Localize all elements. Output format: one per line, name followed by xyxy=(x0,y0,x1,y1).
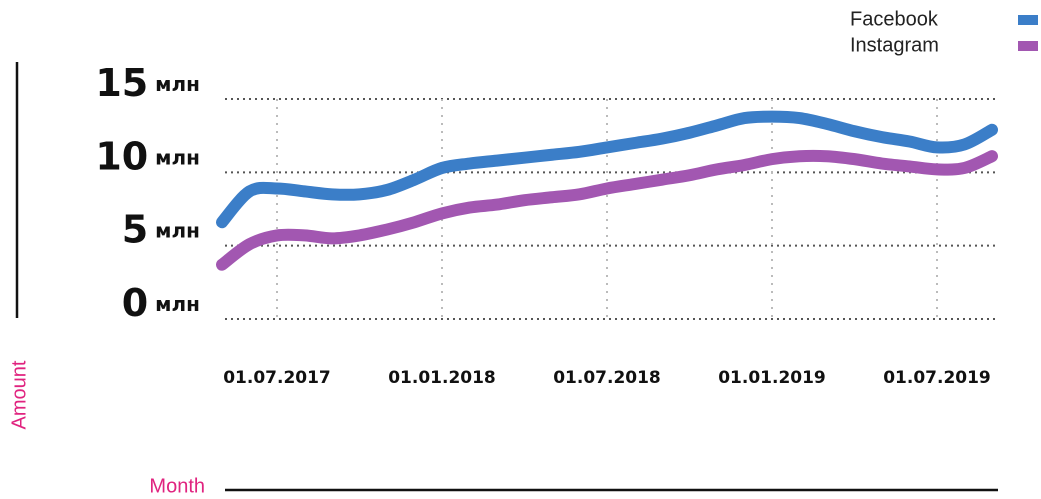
y-axis-label: Amount xyxy=(8,360,30,429)
y-tick-label: 15 млн xyxy=(95,61,200,105)
x-tick-label: 01.07.2018 xyxy=(553,368,661,388)
y-tick-label: 5 млн xyxy=(122,207,200,251)
x-tick-label: 01.07.2019 xyxy=(883,368,991,388)
y-tick-label: 0 млн xyxy=(122,281,200,325)
line xyxy=(216,110,998,229)
x-tick-label: 01.01.2019 xyxy=(718,368,826,388)
line xyxy=(216,149,998,271)
legend-swatch xyxy=(1018,15,1038,25)
legend-label: Facebook xyxy=(850,8,939,30)
legend-label: Instagram xyxy=(850,34,939,56)
y-tick-label: 10 млн xyxy=(95,134,200,178)
legend-swatch xyxy=(1018,41,1038,51)
x-axis-label: Month xyxy=(149,475,205,497)
x-tick-label: 01.01.2018 xyxy=(388,368,496,388)
x-tick-label: 01.07.2017 xyxy=(223,368,331,388)
